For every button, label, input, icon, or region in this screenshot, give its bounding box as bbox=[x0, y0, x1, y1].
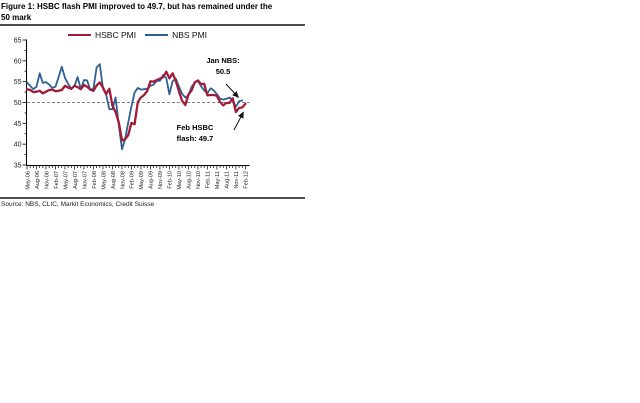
figure-title-line2: 50 mark bbox=[1, 12, 32, 22]
annotation-jan-nbs-line1: Jan NBS: bbox=[206, 56, 240, 65]
x-tick-label: May-06 bbox=[25, 171, 31, 190]
title-divider bbox=[0, 24, 305, 26]
x-tick-label: Aug-10 bbox=[187, 171, 193, 189]
x-tick-label: May-08 bbox=[101, 171, 107, 190]
figure-title: Figure 1: HSBC flash PMI improved to 49.… bbox=[1, 2, 313, 23]
source-text: Source: NBS, CLIC, Markit Economics, Cre… bbox=[1, 201, 155, 208]
x-tick-label: May-11 bbox=[215, 171, 221, 189]
x-tick-label: Nov-11 bbox=[234, 171, 240, 189]
annotation-jan-nbs: Jan NBS: 50.5 bbox=[193, 56, 253, 77]
y-tick-label: 60 bbox=[14, 58, 22, 65]
x-tick-label: Nov-10 bbox=[196, 171, 202, 189]
figure-title-line1: Figure 1: HSBC flash PMI improved to 49.… bbox=[1, 2, 273, 11]
y-tick-label: 40 bbox=[14, 142, 22, 149]
legend-label-nbs: NBS PMI bbox=[172, 30, 208, 40]
y-tick-label: 35 bbox=[14, 163, 22, 170]
x-tick-label: Aug-08 bbox=[111, 171, 117, 189]
x-tick-label: May-07 bbox=[63, 171, 69, 190]
y-tick-label: 50 bbox=[14, 100, 22, 107]
x-tick-label: Feb-09 bbox=[130, 171, 136, 189]
x-tick-label: Feb-12 bbox=[244, 171, 250, 189]
x-tick-label: Feb-08 bbox=[92, 171, 98, 189]
x-tick-label: Aug-11 bbox=[225, 171, 231, 189]
chart-legend: HSBC PMI NBS PMI bbox=[68, 30, 207, 40]
feb-hsbc-arrow-icon bbox=[233, 111, 244, 131]
annotation-feb-hsbc: Feb HSBC flash: 49.7 bbox=[158, 123, 232, 144]
y-tick-label: 45 bbox=[14, 121, 22, 128]
x-tick-label: Aug-06 bbox=[35, 171, 41, 189]
x-tick-label: Nov-06 bbox=[44, 171, 50, 189]
y-tick-label: 65 bbox=[14, 38, 22, 45]
x-tick-label: Feb-11 bbox=[206, 171, 212, 188]
legend-item-hsbc: HSBC PMI bbox=[68, 30, 136, 40]
annotation-jan-nbs-line2: 50.5 bbox=[215, 66, 231, 76]
legend-label-hsbc: HSBC PMI bbox=[95, 30, 137, 40]
source-divider bbox=[0, 197, 305, 199]
annotation-feb-hsbc-line1: Feb HSBC bbox=[176, 123, 214, 132]
x-tick-label: Aug-09 bbox=[149, 171, 155, 189]
x-tick-label: Feb-07 bbox=[54, 171, 60, 189]
x-tick-label: May-10 bbox=[177, 171, 183, 190]
jan-nbs-arrow-icon bbox=[225, 83, 239, 98]
x-tick-label: Feb-10 bbox=[168, 171, 174, 189]
hsbc-line-swatch-icon bbox=[68, 33, 91, 37]
x-tick-label: May-09 bbox=[139, 171, 145, 190]
y-tick-label: 55 bbox=[14, 79, 22, 86]
x-tick-label: Nov-08 bbox=[120, 171, 126, 189]
nbs-line-swatch-icon bbox=[145, 33, 169, 37]
x-tick-label: Aug-07 bbox=[73, 171, 79, 189]
x-tick-label: Nov-09 bbox=[158, 171, 164, 189]
legend-item-nbs: NBS PMI bbox=[145, 30, 207, 40]
annotation-feb-hsbc-line2: flash: 49.7 bbox=[176, 133, 214, 143]
series-line-hsbc-pmi bbox=[25, 70, 247, 142]
x-tick-label: Nov-07 bbox=[82, 171, 88, 189]
